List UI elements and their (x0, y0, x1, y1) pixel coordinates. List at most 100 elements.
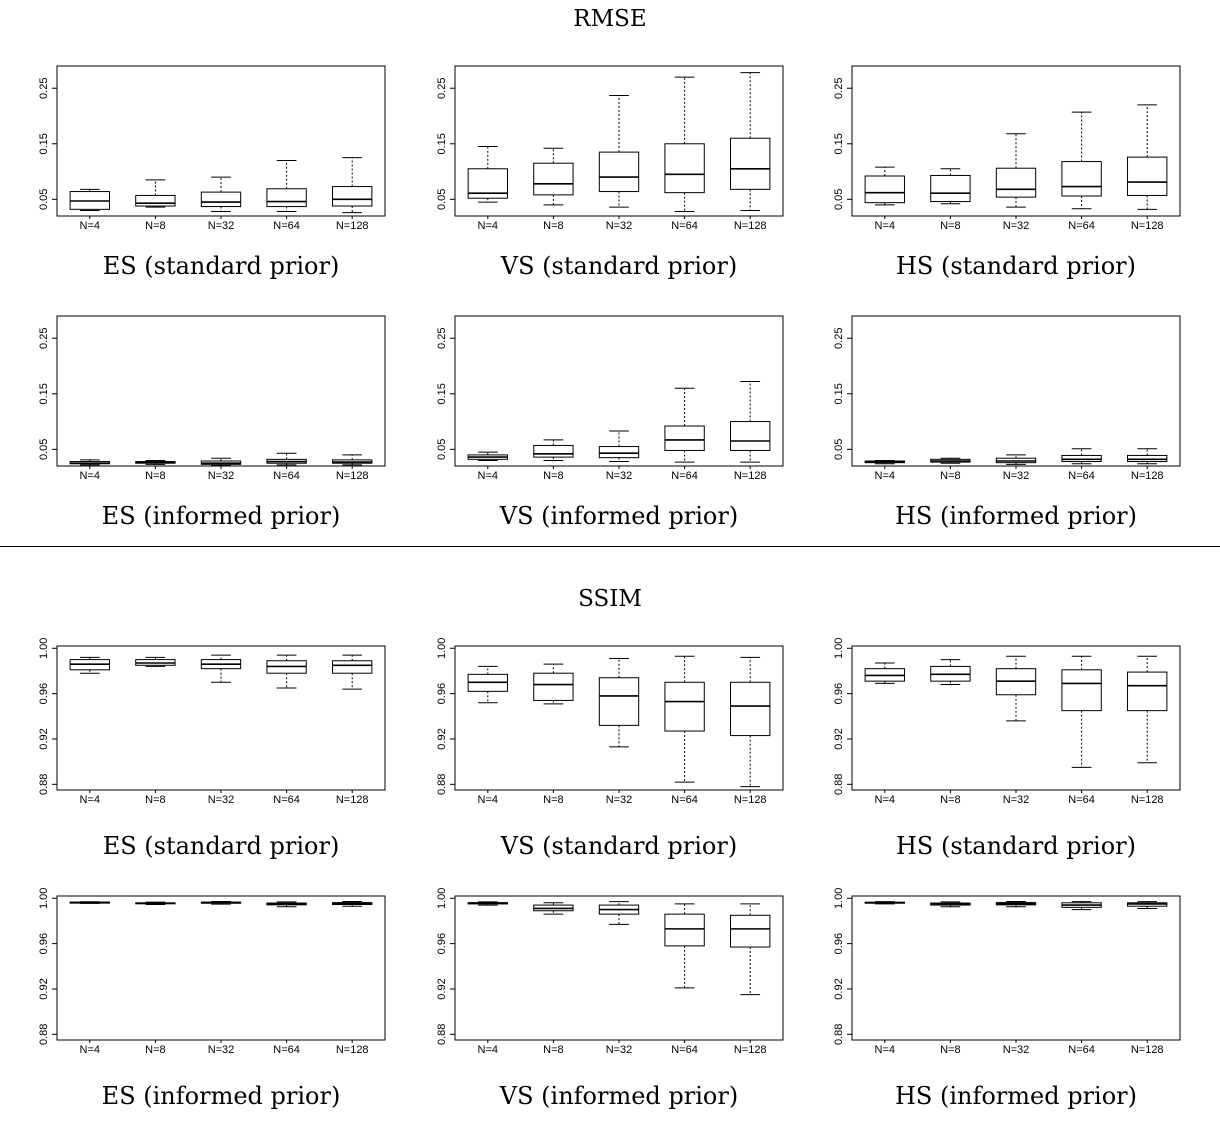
box-N=64 (664, 387, 705, 463)
panel-caption: ES (informed prior) (101, 1082, 341, 1110)
y-tick-label: 0.05 (38, 189, 50, 210)
x-tick-label: N=128 (1131, 470, 1164, 482)
x-tick-label: N=4 (478, 220, 499, 232)
x-tick-label: N=32 (606, 220, 633, 232)
box-N=64 (266, 901, 307, 908)
iqr-box (1127, 454, 1168, 463)
panel-caption: HS (informed prior) (894, 1082, 1138, 1110)
box-N=32 (995, 133, 1037, 208)
box-N=64 (266, 159, 307, 213)
box-N=64 (1061, 655, 1102, 768)
x-tick-label: N=64 (671, 794, 698, 806)
y-tick-label: 0.05 (833, 439, 845, 460)
x-tick-label: N=32 (1003, 220, 1030, 232)
x-tick-label: N=64 (1068, 220, 1095, 232)
y-tick-label: 0.96 (436, 933, 448, 954)
x-tick-label: N=64 (273, 220, 300, 232)
chart-svg: 0.05 0.15 0.25 N=4 N=8 N=32 N=64 N=128 (436, 315, 784, 482)
x-tick-label: N=64 (273, 794, 300, 806)
box-N=64 (664, 903, 705, 989)
box-N=64 (266, 654, 307, 689)
x-tick-label: N=128 (1131, 794, 1164, 806)
box-N=64 (1061, 448, 1102, 465)
x-tick-label: N=8 (940, 470, 961, 482)
iqr-box (332, 186, 373, 207)
chart-panel-5: 0.05 0.15 0.25 N=4 N=8 N=32 N=64 N=128 (820, 315, 1182, 484)
box-N=128 (1127, 104, 1168, 210)
x-tick-label: N=4 (478, 470, 499, 482)
x-tick-label: N=128 (1131, 220, 1164, 232)
box-N=32 (598, 657, 640, 748)
box-N=4 (864, 901, 905, 905)
x-tick-label: N=8 (543, 470, 564, 482)
box-N=32 (200, 176, 242, 213)
section-title-ssim: SSIM (578, 586, 642, 612)
x-tick-label: N=4 (80, 470, 101, 482)
x-tick-label: N=8 (145, 1044, 166, 1056)
chart-panel-3: 0.05 0.15 0.25 N=4 N=8 N=32 N=64 N=128 (25, 315, 387, 484)
box-N=32 (598, 94, 640, 208)
y-tick-label: 1.00 (38, 888, 50, 909)
iqr-box (1061, 161, 1102, 197)
panel-caption: VS (informed prior) (499, 502, 739, 530)
y-tick-label: 0.25 (38, 328, 50, 349)
x-tick-label: N=32 (606, 794, 633, 806)
box-N=128 (730, 656, 771, 788)
panel-caption: HS (standard prior) (895, 252, 1137, 280)
chart-svg: 0.05 0.15 0.25 N=4 N=8 N=32 N=64 N=128 (833, 65, 1181, 232)
chart-panel-8: 0.88 0.92 0.96 1.00 N=4 N=8 N=32 N=64 N=128 (820, 638, 1182, 808)
y-tick-label: 0.15 (38, 133, 50, 154)
x-tick-label: N=64 (273, 1044, 300, 1056)
panel-caption: VS (informed prior) (499, 1082, 739, 1110)
iqr-box (533, 672, 574, 701)
y-tick-label: 0.15 (833, 133, 845, 154)
box-N=4 (864, 662, 905, 684)
box-N=32 (995, 900, 1037, 908)
box-N=32 (598, 430, 640, 463)
chart-panel-4: 0.05 0.15 0.25 N=4 N=8 N=32 N=64 N=128 (423, 315, 785, 484)
y-tick-label: 0.88 (833, 1024, 845, 1045)
x-tick-label: N=128 (734, 1044, 767, 1056)
box-N=4 (467, 146, 508, 203)
x-tick-label: N=128 (734, 794, 767, 806)
x-tick-label: N=128 (734, 470, 767, 482)
chart-svg: 0.05 0.15 0.25 N=4 N=8 N=32 N=64 N=128 (38, 315, 386, 482)
y-tick-label: 0.88 (38, 774, 50, 795)
box-N=64 (1061, 111, 1102, 210)
y-tick-label: 0.25 (436, 328, 448, 349)
iqr-box (730, 681, 771, 737)
box-N=64 (1061, 901, 1102, 911)
box-N=8 (533, 439, 574, 461)
x-tick-label: N=4 (478, 1044, 499, 1056)
x-tick-label: N=64 (1068, 470, 1095, 482)
y-tick-label: 1.00 (436, 638, 448, 659)
box-N=128 (332, 454, 373, 466)
box-N=4 (69, 188, 110, 211)
y-tick-label: 0.96 (436, 683, 448, 704)
iqr-box (533, 162, 574, 196)
y-tick-label: 0.05 (436, 189, 448, 210)
iqr-box (332, 660, 373, 674)
x-tick-label: N=64 (1068, 794, 1095, 806)
box-N=32 (200, 457, 242, 466)
chart-svg: 0.88 0.92 0.96 1.00 N=4 N=8 N=32 N=64 N=128 (833, 638, 1181, 806)
y-tick-label: 0.25 (833, 78, 845, 99)
box-N=8 (930, 457, 971, 464)
chart-panel-6: 0.88 0.92 0.96 1.00 N=4 N=8 N=32 N=64 N=128 (25, 638, 387, 808)
iqr-box (730, 421, 771, 451)
y-tick-label: 1.00 (833, 888, 845, 909)
plot-frame (56, 315, 386, 467)
box-N=128 (730, 381, 771, 463)
x-tick-label: N=128 (336, 470, 369, 482)
box-N=64 (664, 655, 705, 783)
box-N=8 (930, 168, 971, 205)
x-tick-label: N=4 (478, 794, 499, 806)
y-tick-label: 0.96 (38, 683, 50, 704)
section-title-rmse: RMSE (573, 6, 647, 32)
iqr-box (730, 914, 771, 948)
box-N=4 (467, 451, 508, 461)
x-tick-label: N=64 (1068, 1044, 1095, 1056)
panel-caption: HS (standard prior) (895, 832, 1137, 860)
box-N=32 (200, 654, 242, 683)
x-tick-label: N=8 (145, 794, 166, 806)
